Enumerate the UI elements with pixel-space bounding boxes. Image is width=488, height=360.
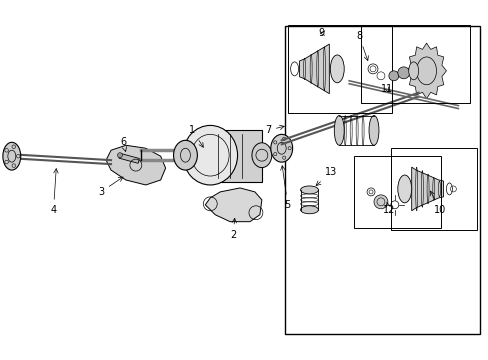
Ellipse shape: [330, 55, 344, 83]
Polygon shape: [406, 43, 446, 99]
Circle shape: [388, 71, 398, 81]
Text: 1: 1: [189, 125, 203, 147]
Ellipse shape: [368, 116, 378, 145]
Text: 13: 13: [315, 167, 337, 185]
Ellipse shape: [270, 134, 292, 162]
Ellipse shape: [408, 62, 418, 80]
Text: 7: 7: [264, 125, 284, 135]
Ellipse shape: [251, 143, 271, 168]
Bar: [390, 148, 476, 230]
Bar: [360, 25, 469, 103]
Bar: [284, 26, 479, 334]
Circle shape: [373, 195, 387, 209]
Ellipse shape: [397, 175, 411, 203]
Text: 12: 12: [382, 202, 394, 215]
Text: 3: 3: [98, 177, 122, 197]
Circle shape: [117, 153, 122, 158]
Polygon shape: [205, 188, 262, 222]
Ellipse shape: [300, 186, 318, 194]
Text: 9: 9: [318, 28, 324, 38]
Bar: [353, 156, 441, 228]
Ellipse shape: [3, 142, 20, 170]
Ellipse shape: [183, 125, 237, 185]
Text: 2: 2: [229, 218, 236, 239]
Bar: [287, 25, 391, 113]
Text: 11: 11: [380, 84, 392, 94]
Bar: [210, 130, 262, 182]
Text: 4: 4: [50, 168, 58, 215]
Text: 8: 8: [355, 31, 367, 60]
Bar: [119, 153, 139, 163]
Polygon shape: [299, 44, 328, 94]
Polygon shape: [411, 167, 443, 211]
Ellipse shape: [300, 206, 318, 214]
Text: 10: 10: [429, 191, 446, 215]
Circle shape: [397, 67, 409, 79]
Text: 6: 6: [120, 137, 126, 152]
Ellipse shape: [334, 116, 344, 145]
Ellipse shape: [173, 140, 197, 170]
Polygon shape: [106, 145, 165, 185]
Text: 5: 5: [280, 166, 290, 210]
